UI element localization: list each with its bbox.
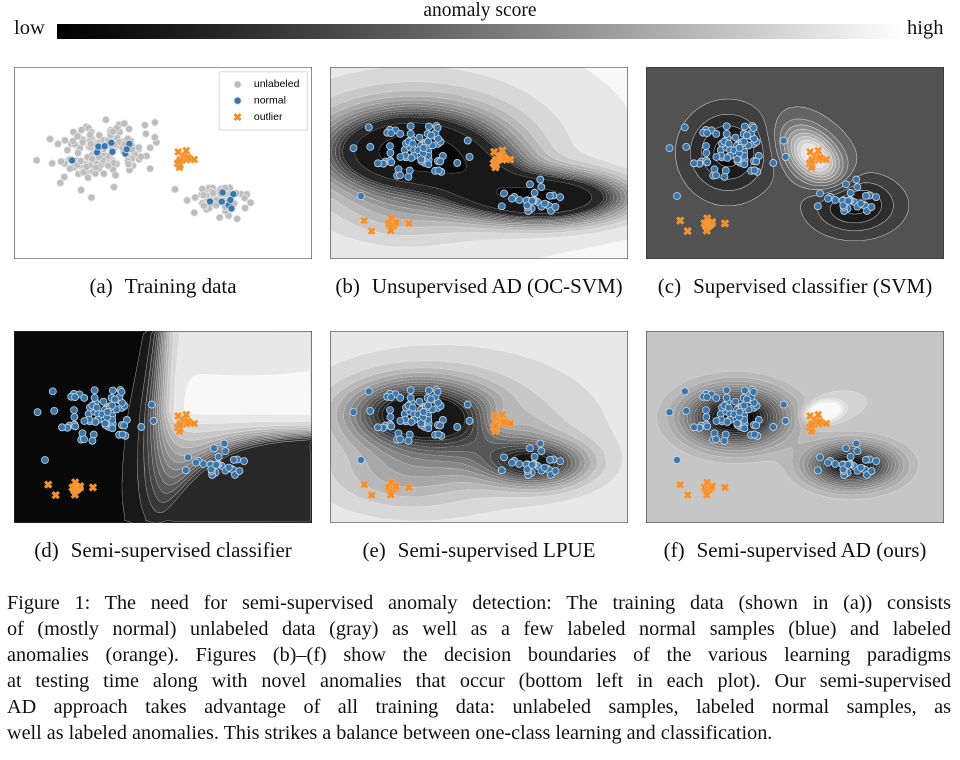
svg-text:outlier: outlier [254,111,283,123]
svg-text:normal: normal [254,95,286,107]
svg-text:unlabeled: unlabeled [254,78,300,90]
